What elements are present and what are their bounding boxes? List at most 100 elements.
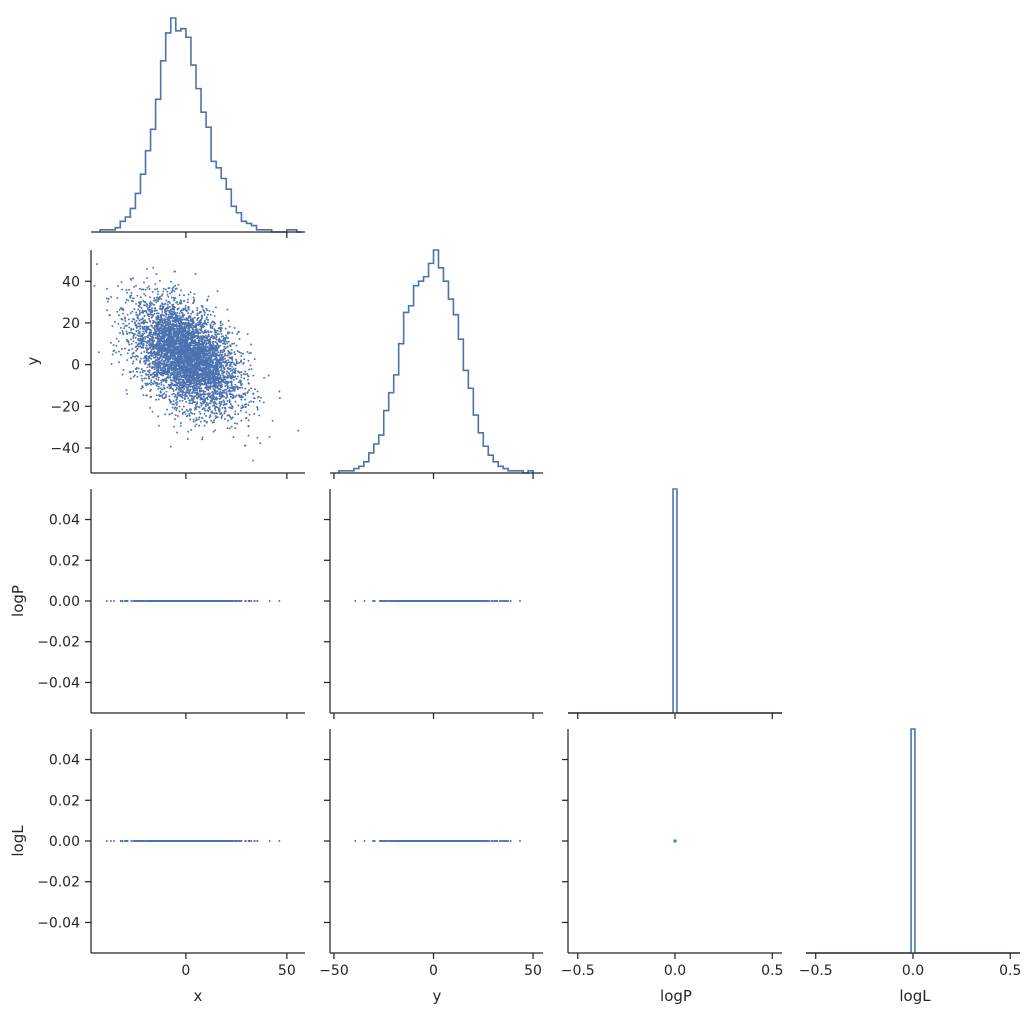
scatter-point bbox=[196, 401, 199, 404]
scatter-point bbox=[242, 352, 244, 355]
scatter-point bbox=[141, 332, 144, 335]
scatter-point bbox=[199, 394, 202, 397]
scatter-point bbox=[192, 366, 195, 368]
scatter-point bbox=[141, 338, 144, 341]
scatter-point bbox=[222, 367, 225, 370]
scatter-point bbox=[210, 419, 213, 422]
scatter-point bbox=[206, 309, 209, 312]
scatter-point bbox=[247, 425, 250, 428]
scatter-point bbox=[235, 377, 238, 380]
scatter-point bbox=[146, 314, 149, 317]
scatter-point bbox=[215, 338, 218, 341]
scatter-point bbox=[120, 281, 123, 284]
scatter-point bbox=[200, 355, 202, 358]
scatter-point bbox=[233, 389, 236, 392]
scatter-point bbox=[143, 350, 146, 353]
scatter-point bbox=[160, 355, 163, 358]
scatter-point bbox=[202, 364, 205, 367]
scatter-point bbox=[162, 384, 165, 387]
scatter-point bbox=[149, 390, 152, 392]
scatter-point bbox=[178, 317, 181, 320]
scatter-point bbox=[126, 313, 129, 316]
scatter-point bbox=[235, 394, 238, 397]
scatter-point bbox=[219, 349, 222, 352]
scatter-point bbox=[217, 384, 220, 386]
scatter-point bbox=[220, 332, 223, 335]
scatter-point bbox=[183, 398, 186, 401]
scatter-point bbox=[225, 334, 227, 337]
scatter-point bbox=[129, 312, 132, 315]
scatter-point bbox=[182, 350, 185, 353]
scatter-point bbox=[219, 322, 222, 324]
scatter-point bbox=[150, 379, 153, 382]
scatter-point bbox=[165, 364, 168, 367]
scatter-point bbox=[195, 343, 198, 346]
scatter-point bbox=[153, 297, 156, 300]
scatter-point bbox=[228, 389, 231, 392]
scatter-point bbox=[157, 324, 160, 327]
scatter-point bbox=[167, 373, 170, 376]
scatter-point bbox=[194, 403, 197, 406]
scatter-point bbox=[218, 402, 221, 405]
scatter-point bbox=[168, 395, 171, 398]
scatter-point bbox=[161, 319, 164, 322]
scatter-point bbox=[203, 310, 206, 312]
scatter-point bbox=[140, 352, 143, 355]
scatter-point bbox=[154, 333, 157, 336]
scatter-point bbox=[183, 388, 186, 390]
scatter-point bbox=[244, 406, 247, 409]
scatter-point bbox=[229, 364, 231, 366]
scatter-point bbox=[170, 366, 173, 369]
scatter-point bbox=[132, 370, 135, 373]
scatter-point bbox=[176, 324, 179, 327]
scatter-point bbox=[123, 327, 126, 330]
scatter-point bbox=[140, 334, 143, 337]
scatter-point bbox=[208, 338, 210, 341]
scatter-point bbox=[209, 402, 212, 405]
scatter-point bbox=[178, 312, 181, 315]
scatter-point bbox=[110, 363, 113, 365]
scatter-point bbox=[148, 304, 151, 307]
scatter-point bbox=[216, 290, 219, 293]
scatter-point bbox=[196, 332, 198, 334]
scatter-point bbox=[240, 407, 243, 410]
scatter-point bbox=[133, 318, 136, 321]
scatter-point bbox=[210, 343, 212, 346]
scatter-point bbox=[127, 341, 130, 344]
scatter-point bbox=[190, 411, 192, 414]
scatter-point bbox=[152, 303, 155, 306]
scatter-point bbox=[205, 415, 208, 417]
scatter-point bbox=[173, 395, 176, 398]
scatter-point bbox=[138, 322, 141, 325]
scatter-point bbox=[205, 385, 208, 388]
scatter-point bbox=[262, 401, 265, 404]
scatter-point bbox=[198, 410, 201, 413]
scatter-point bbox=[248, 401, 251, 404]
scatter-point bbox=[144, 336, 146, 338]
scatter-point bbox=[189, 372, 192, 375]
scatter-point bbox=[193, 298, 196, 301]
scatter-point bbox=[156, 293, 159, 296]
scatter-point bbox=[208, 364, 211, 367]
scatter-point bbox=[157, 300, 160, 303]
scatter-point bbox=[231, 405, 234, 408]
scatter-point bbox=[163, 387, 166, 390]
scatter-point bbox=[175, 371, 178, 374]
scatter-point bbox=[219, 381, 222, 384]
scatter-point bbox=[179, 310, 182, 313]
scatter-point bbox=[267, 374, 270, 377]
scatter-point bbox=[134, 355, 137, 358]
scatter-point bbox=[196, 387, 198, 390]
scatter-point bbox=[132, 335, 135, 338]
scatter-point bbox=[151, 341, 154, 344]
scatter-point bbox=[224, 327, 227, 330]
scatter-point bbox=[190, 312, 193, 315]
scatter-point bbox=[222, 358, 225, 361]
scatter-point bbox=[244, 373, 247, 376]
scatter-point bbox=[159, 329, 162, 332]
scatter-point bbox=[128, 322, 131, 325]
scatter-point bbox=[248, 413, 251, 416]
scatter-point bbox=[224, 378, 227, 381]
scatter-point bbox=[235, 344, 238, 347]
scatter-point bbox=[197, 405, 200, 408]
